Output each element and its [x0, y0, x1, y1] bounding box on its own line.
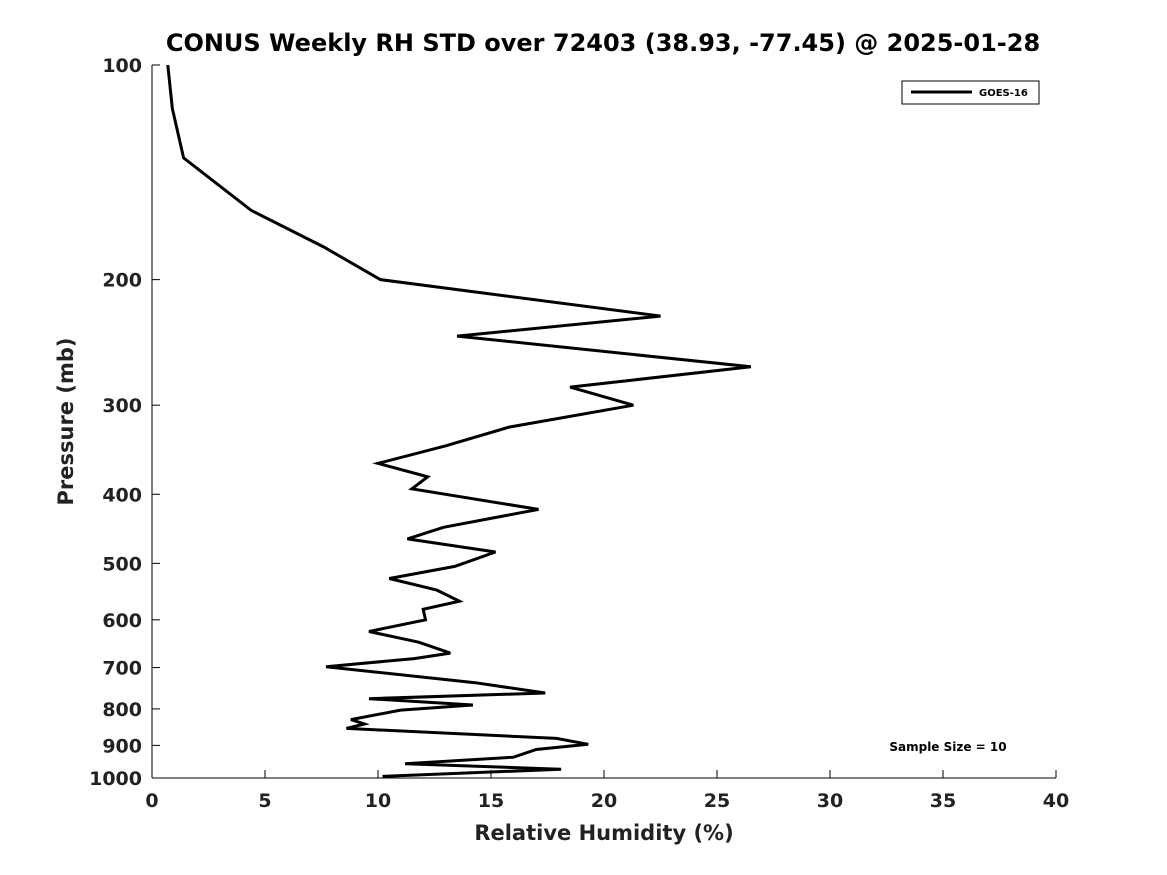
y-ticks: 100 200 300 400 500 600 700 800 900 1000 [89, 55, 160, 790]
series-layer [166, 64, 752, 778]
x-tick-label: 20 [591, 790, 617, 812]
x-tick-label: 25 [704, 790, 730, 812]
y-tick-label: 800 [102, 699, 142, 721]
y-tick-label: 600 [102, 610, 142, 632]
legend: GOES-16 [901, 80, 1040, 105]
x-tick-label: 30 [817, 790, 843, 812]
y-tick-label: 100 [102, 55, 142, 77]
x-tick-label: 5 [258, 790, 271, 812]
chart-title: CONUS Weekly RH STD over 72403 (38.93, -… [166, 29, 1040, 57]
x-tick-label: 35 [930, 790, 956, 812]
y-tick-label: 900 [102, 735, 142, 757]
x-tick-label: 0 [145, 790, 158, 812]
y-axis-label: Pressure (mb) [54, 338, 78, 506]
y-tick-label: 1000 [89, 768, 142, 790]
y-tick-label: 500 [102, 553, 142, 575]
sample-size-annotation: Sample Size = 10 [889, 740, 1006, 754]
x-tick-label: 15 [478, 790, 504, 812]
x-tick-label: 40 [1043, 790, 1069, 812]
y-tick-label: 700 [102, 658, 142, 680]
series-line-0 [166, 64, 752, 778]
y-tick-label: 300 [102, 395, 142, 417]
axes [151, 65, 1056, 779]
x-tick-label: 10 [365, 790, 391, 812]
legend-label: GOES-16 [979, 88, 1028, 99]
x-axis-label: Relative Humidity (%) [474, 821, 733, 845]
y-tick-label: 400 [102, 484, 142, 506]
x-ticks: 0 5 10 15 20 25 30 35 40 [145, 770, 1069, 812]
y-tick-label: 200 [102, 270, 142, 292]
